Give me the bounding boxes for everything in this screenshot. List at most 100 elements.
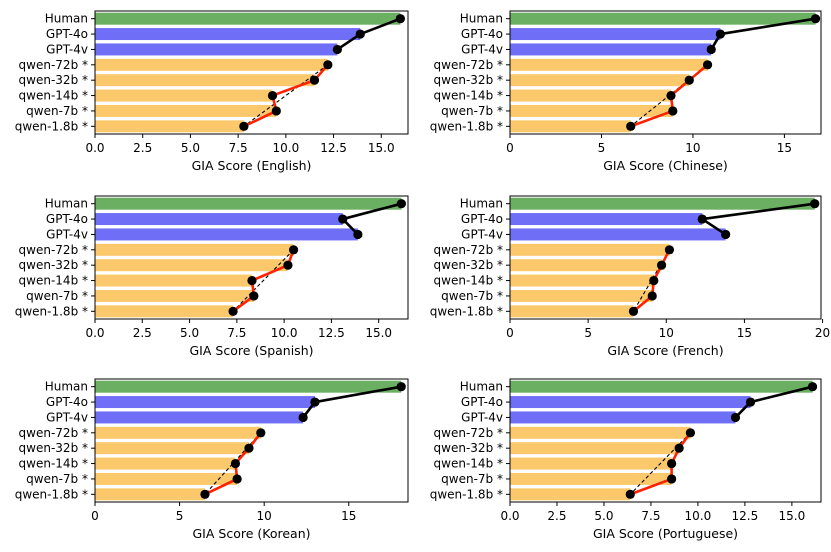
x-tick-label: 0.0	[85, 326, 104, 340]
bar-human	[95, 12, 401, 25]
y-tick-label: qwen-1.8b *	[430, 487, 503, 501]
y-tick-label: Human	[460, 197, 503, 211]
point-qwen-1-8b	[228, 306, 238, 316]
y-tick-label: qwen-1.8b *	[15, 304, 88, 318]
y-tick-label: qwen-7b *	[441, 289, 503, 303]
point-qwen-72b	[664, 245, 675, 255]
point-qwen-7b	[249, 291, 259, 301]
point-qwen-1-8b	[239, 121, 249, 131]
bar-qwen-7b	[510, 104, 673, 117]
axes-frame	[94, 10, 409, 135]
y-tick-label: GPT-4v	[461, 410, 503, 424]
bar-qwen-7b	[510, 472, 672, 485]
point-qwen-32b	[283, 260, 293, 270]
bar-gpt-4v	[95, 228, 358, 241]
x-tick-label: 20	[815, 326, 830, 340]
point-qwen-72b	[323, 60, 333, 70]
x-tick-label: 10	[659, 326, 674, 340]
bar-qwen-7b	[95, 472, 238, 485]
y-tick-label: qwen-72b *	[434, 58, 503, 72]
bar-qwen-72b	[510, 243, 670, 256]
point-qwen-32b	[309, 75, 320, 85]
point-qwen-1-8b	[626, 121, 636, 131]
bar-qwen-1-8b	[510, 120, 631, 133]
bar-gpt-4o	[95, 28, 361, 41]
point-qwen-1-8b	[200, 489, 210, 499]
x-tick-label: 7.5	[641, 509, 660, 523]
y-tick-label: Human	[45, 12, 88, 26]
y-tick-label: GPT-4o	[46, 395, 88, 409]
y-tick-label: qwen-32b *	[434, 73, 503, 87]
bar-qwen-14b	[510, 274, 654, 287]
y-tick-label: qwen-7b *	[26, 472, 88, 486]
point-gpt-4o	[355, 29, 365, 39]
point-qwen-72b	[288, 245, 299, 255]
point-qwen-14b	[267, 90, 278, 101]
x-axis-label: GIA Score (Portuguese)	[593, 526, 738, 541]
bar-qwen-14b	[510, 457, 672, 470]
y-tick-label: GPT-4o	[46, 27, 88, 41]
x-tick-label: 5.0	[180, 326, 199, 340]
y-tick-label: qwen-14b *	[19, 457, 88, 471]
point-qwen-14b	[247, 275, 257, 286]
bar-qwen-72b	[95, 426, 261, 439]
point-gpt-4o	[697, 214, 707, 224]
point-gpt-4v	[706, 44, 716, 55]
y-tick-label: qwen-7b *	[26, 104, 88, 118]
bar-qwen-32b	[510, 259, 662, 272]
y-tick-label: qwen-1.8b *	[430, 119, 503, 133]
qwen-trend-line	[629, 432, 691, 495]
x-tick-label: 0.0	[85, 141, 104, 155]
qwen-trend-line	[243, 64, 329, 127]
point-gpt-4o	[715, 29, 725, 39]
bar-gpt-4o	[510, 396, 751, 409]
y-tick-label: GPT-4v	[46, 227, 88, 241]
x-tick-label: 5	[176, 509, 184, 523]
point-gpt-4v	[730, 412, 741, 423]
bar-qwen-32b	[510, 74, 690, 87]
point-qwen-32b	[656, 260, 667, 270]
x-tick-label: 0	[506, 326, 514, 340]
y-tick-label: GPT-4v	[461, 42, 503, 56]
point-qwen-14b	[230, 458, 241, 469]
y-tick-label: qwen-7b *	[441, 472, 503, 486]
y-tick-label: qwen-1.8b *	[430, 304, 503, 318]
bar-qwen-32b	[510, 442, 680, 455]
bar-gpt-4v	[95, 411, 304, 424]
x-axis-label: GIA Score (French)	[607, 343, 723, 358]
y-tick-label: GPT-4v	[46, 42, 88, 56]
y-tick-label: qwen-1.8b *	[15, 487, 88, 501]
y-tick-label: qwen-32b *	[434, 441, 503, 455]
y-tick-label: qwen-7b *	[441, 104, 503, 118]
y-tick-label: qwen-72b *	[19, 426, 88, 440]
y-tick-label: qwen-32b *	[434, 258, 503, 272]
axes-frame	[94, 195, 409, 320]
bar-qwen-14b	[95, 457, 236, 470]
bar-qwen-14b	[95, 89, 273, 102]
y-tick-label: Human	[45, 380, 88, 394]
point-human	[810, 199, 820, 209]
bar-qwen-1-8b	[510, 305, 634, 318]
x-tick-label: 0.0	[500, 509, 519, 523]
point-gpt-4o	[338, 214, 348, 224]
point-qwen-7b	[668, 106, 678, 116]
point-qwen-32b	[244, 443, 254, 453]
bar-qwen-1-8b	[95, 305, 234, 318]
y-tick-label: qwen-14b *	[19, 89, 88, 103]
axes-frame	[509, 195, 822, 320]
point-qwen-1-8b	[628, 306, 639, 316]
y-tick-label: Human	[45, 197, 88, 211]
point-qwen-32b	[684, 75, 694, 85]
x-tick-label: 12.5	[732, 509, 759, 523]
y-tick-label: qwen-14b *	[434, 274, 503, 288]
y-tick-label: qwen-72b *	[19, 243, 88, 257]
point-qwen-7b	[647, 291, 657, 301]
bar-qwen-7b	[95, 104, 277, 117]
y-tick-label: qwen-14b *	[434, 457, 503, 471]
point-gpt-4v	[353, 229, 363, 240]
